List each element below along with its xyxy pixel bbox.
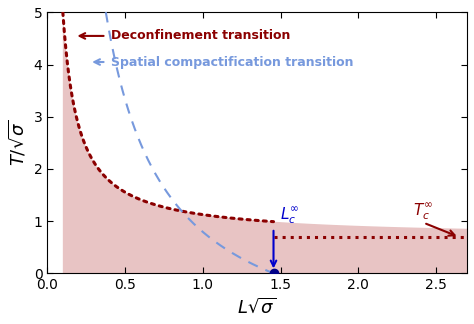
Polygon shape [63, 12, 467, 273]
Text: $L_c^{\infty}$: $L_c^{\infty}$ [280, 206, 299, 226]
Text: $T_c^{\infty}$: $T_c^{\infty}$ [413, 201, 434, 222]
Text: Deconfinement transition: Deconfinement transition [111, 29, 291, 42]
Y-axis label: $T/\sqrt{\sigma}$: $T/\sqrt{\sigma}$ [7, 120, 28, 166]
Text: Spatial compactification transition: Spatial compactification transition [111, 55, 354, 68]
X-axis label: $L\sqrt{\sigma}$: $L\sqrt{\sigma}$ [237, 298, 277, 317]
